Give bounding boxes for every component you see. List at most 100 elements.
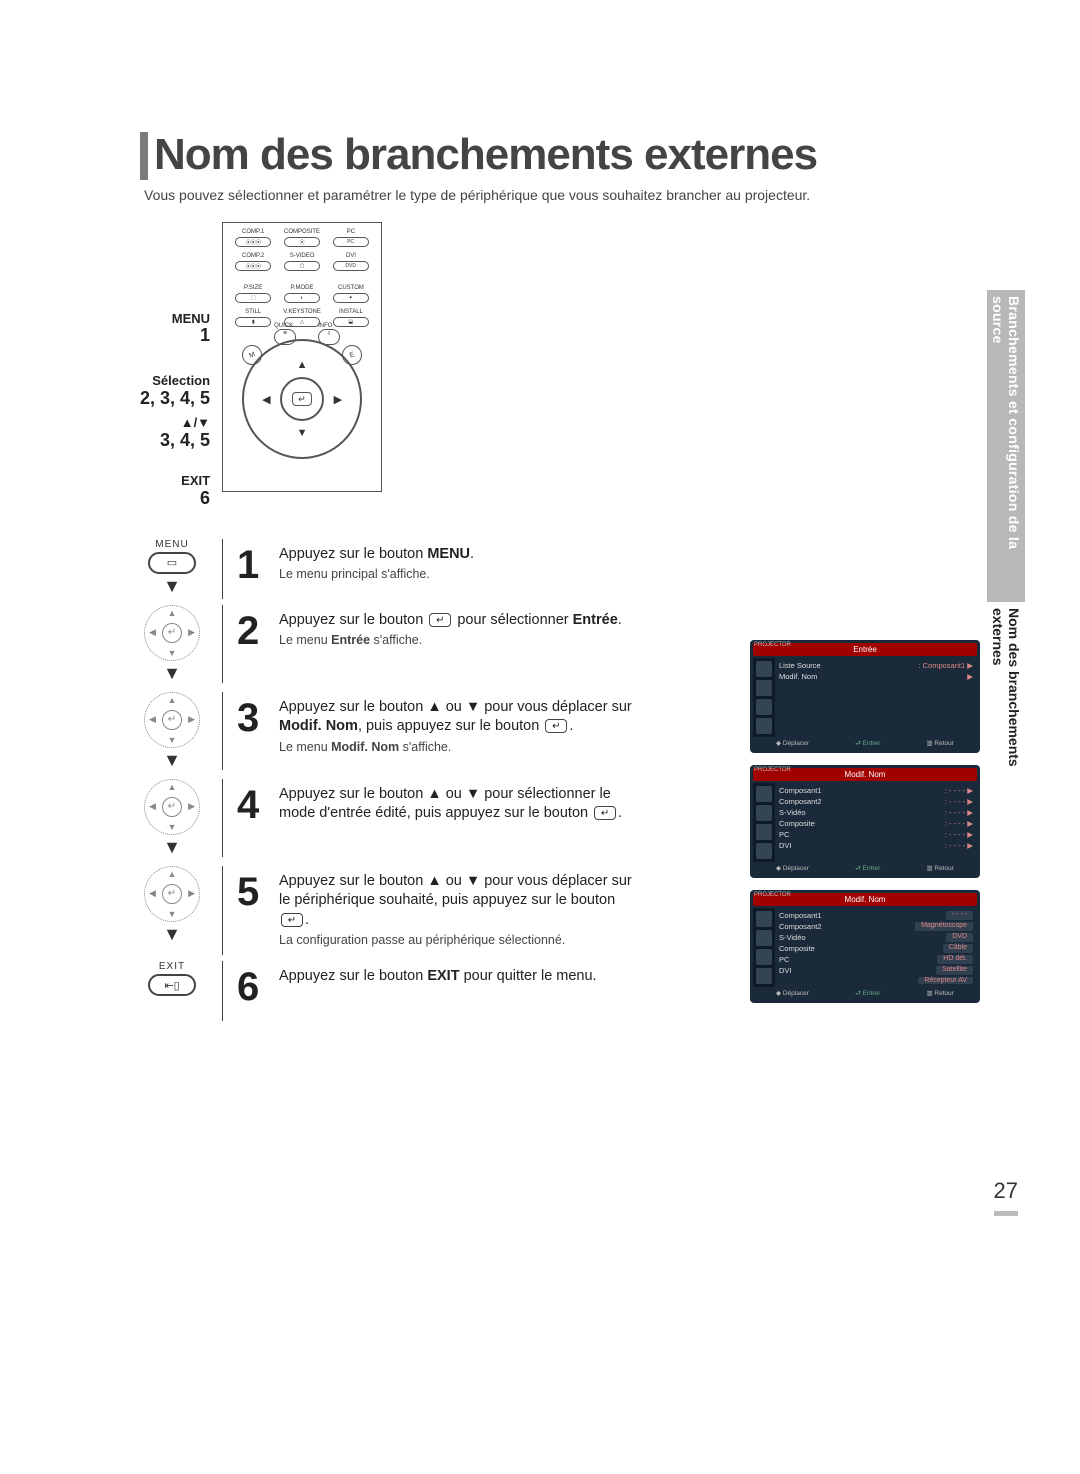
btn-pmode: P.MODE (278, 285, 326, 291)
osd-tag: PROJECTOR (754, 892, 791, 898)
osd-row: PC: - - - - ▶ (779, 829, 973, 840)
enter-key-icon: ↵ (429, 613, 451, 627)
enter-key-icon: ↵ (545, 719, 567, 733)
btn-comp2: COMP.2 (229, 253, 277, 259)
btn-still: STILL (229, 309, 277, 315)
label-selection-num: 2, 3, 4, 5 (140, 388, 210, 408)
osd-row: Récepteur AV (779, 976, 973, 985)
f: Entrer (863, 740, 881, 747)
step-number: 1 (237, 545, 265, 585)
dpad-icon: ▲▼◀▶↵ (144, 779, 200, 835)
flow-arrow-icon: ▼ (163, 924, 181, 945)
t: . (305, 912, 309, 928)
btn-psize: P.SIZE (229, 285, 277, 291)
mini-dvd: DVD (333, 261, 369, 271)
t: s'affiche. (399, 740, 451, 754)
step1-icon-label: MENU (155, 539, 188, 550)
menu-button-icon: ▭ (148, 552, 196, 574)
step6-text: Appuyez sur le bouton EXIT pour quitter … (279, 967, 597, 987)
label-menu-num: 1 (200, 325, 210, 345)
step3-text: Appuyez sur le bouton ▲ ou ▼ pour vous d… (279, 698, 639, 756)
enter-icon: ↵ (292, 392, 312, 406)
osd-row: Composant2: - - - - ▶ (779, 796, 973, 807)
t: Modif. Nom (279, 718, 358, 734)
label-exit: EXIT (181, 473, 210, 488)
step-number: 5 (237, 872, 265, 912)
btn-dvi: DVI (327, 253, 375, 259)
osd-tag: PROJECTOR (754, 767, 791, 773)
btn-comp1: COMP.1 (229, 229, 277, 235)
f: Entrer (863, 990, 881, 997)
sidebar-page: Nom des branchements externes (990, 602, 1022, 830)
t: . (470, 546, 474, 562)
label-updown: ▲/▼ (181, 415, 210, 430)
step4-text: Appuyez sur le bouton ▲ ou ▼ pour sélect… (279, 785, 639, 824)
label-menu: MENU (172, 311, 210, 326)
btn-quick: QUICK (274, 323, 296, 329)
osd-modif-nom-1: PROJECTOR Modif. Nom Composant1: - - - -… (750, 765, 980, 878)
btn-custom: CUSTOM (327, 285, 375, 291)
btn-info: INFO (318, 323, 340, 329)
step6-icon-label: EXIT (159, 961, 185, 972)
dpad-icon: ▲▼◀▶ ↵ (144, 605, 200, 661)
step1-text: Appuyez sur le bouton MENU. Le menu prin… (279, 545, 474, 583)
t: Appuyez sur le bouton ▲ ou ▼ pour vous d… (279, 699, 632, 715)
step-number: 6 (237, 967, 265, 1007)
t: Modif. Nom (331, 740, 399, 754)
t: Entrée (331, 633, 370, 647)
step5-text: Appuyez sur le bouton ▲ ou ▼ pour vous d… (279, 872, 639, 950)
osd-row: DVISatellite (779, 965, 973, 976)
osd-row: Composite: - - - - ▶ (779, 818, 973, 829)
t: MENU (427, 546, 470, 562)
osd-row: DVI: - - - - ▶ (779, 840, 973, 851)
arrow-down-icon: ▼ (297, 427, 308, 439)
t: Le menu (279, 740, 331, 754)
remote-diagram: MENU1 Sélection2, 3, 4, 5 ▲/▼3, 4, 5 EXI… (140, 222, 1010, 508)
osd-entree: PROJECTOR Entrée Liste Source: Composant… (750, 640, 980, 753)
mini-pc: PC (333, 237, 369, 247)
arrow-right-icon: ▶ (334, 393, 342, 406)
ring-exit-icon: E (339, 342, 365, 368)
t: Appuyez sur le bouton (279, 546, 427, 562)
btn-composite: COMPOSITE (278, 229, 326, 235)
f: Déplacer (783, 865, 809, 872)
flow-arrow-icon: ▼ (163, 663, 181, 684)
enter-key-icon: ↵ (281, 913, 303, 927)
step-number: 3 (237, 698, 265, 738)
f: Retour (934, 990, 954, 997)
t: Appuyez sur le bouton ▲ ou ▼ pour sélect… (279, 786, 611, 822)
step-number: 2 (237, 611, 265, 651)
page-number-bar (994, 1211, 1018, 1216)
f: Retour (934, 865, 954, 872)
intro-text: Vous pouvez sélectionner et paramétrer l… (144, 186, 844, 204)
step1-sub: Le menu principal s'affiche. (279, 566, 474, 583)
t: Appuyez sur le bouton (279, 968, 427, 984)
t: Appuyez sur le bouton ▲ ou ▼ pour vous d… (279, 873, 632, 909)
page-title: Nom des branchements externes (154, 130, 817, 180)
t: , puis appuyez sur le bouton (358, 718, 543, 734)
btn-pc: PC (327, 229, 375, 235)
osd-modif-nom-2: PROJECTOR Modif. Nom Composant1- - - -Co… (750, 890, 980, 1003)
t: pour quitter le menu. (460, 968, 597, 984)
arrow-left-icon: ◀ (262, 393, 270, 406)
sidebar-section: Branchements et configuration de la sour… (987, 290, 1025, 602)
osd-tag: PROJECTOR (754, 642, 791, 648)
label-exit-num: 6 (200, 488, 210, 508)
osd-row: Modif. Nom▶ (779, 671, 973, 682)
page-number: 27 (994, 1178, 1018, 1204)
enter-key-icon: ↵ (594, 806, 616, 820)
btn-vkeystone: V.KEYSTONE (278, 309, 326, 315)
osd-row: PCHD dét. (779, 954, 973, 965)
remote-outline: COMP.1COMPOSITEPC ⦿⦿⦿⦿PC COMP.2S-VIDEODV… (222, 222, 382, 492)
flow-arrow-icon: ▼ (163, 576, 181, 597)
t: pour sélectionner (453, 612, 572, 628)
osd-row: Composant1- - - - (779, 910, 973, 921)
t: s'affiche. (370, 633, 422, 647)
title-accent-bar (140, 132, 148, 180)
step-number: 4 (237, 785, 265, 825)
label-selection: Sélection (152, 373, 210, 388)
t: Entrée (573, 612, 618, 628)
nav-ring: QUICK≡ INFOi M E ▲ ▼ ◀ ▶ ↵ (242, 339, 362, 459)
f: Entrer (863, 865, 881, 872)
dpad-icon: ▲▼◀▶↵ (144, 692, 200, 748)
